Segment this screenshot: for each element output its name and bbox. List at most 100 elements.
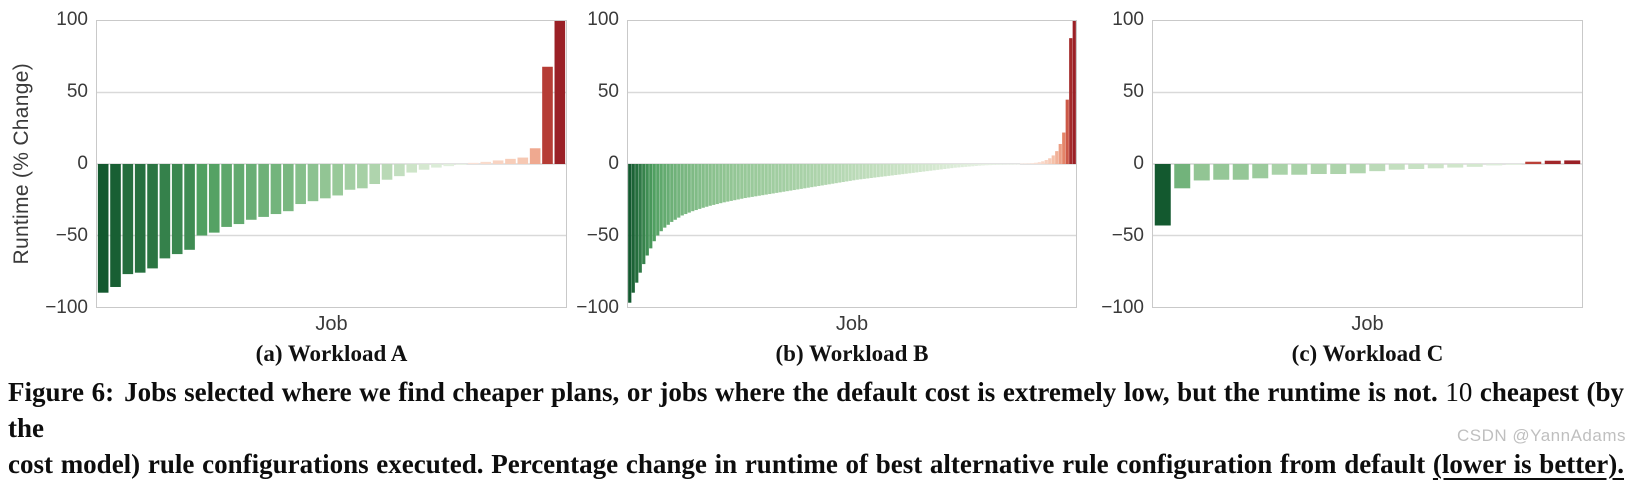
bar — [233, 164, 245, 225]
bar — [810, 164, 814, 188]
bar — [1069, 38, 1073, 164]
bar — [761, 164, 765, 196]
bar — [656, 164, 660, 236]
bar — [1525, 161, 1542, 164]
bar — [684, 164, 688, 215]
bar — [722, 164, 726, 203]
y-tick-label: −100 — [45, 297, 88, 318]
bar — [768, 164, 772, 195]
bar — [701, 164, 705, 208]
bar — [1048, 158, 1052, 164]
bar — [953, 164, 957, 168]
y-tick-label: 0 — [608, 153, 619, 174]
bar — [778, 164, 782, 193]
bar — [827, 164, 831, 185]
bar — [455, 164, 467, 166]
y-axis-ticks-a: 100 50 0 −50 −100 — [44, 10, 96, 318]
bar — [1006, 164, 1010, 165]
bar — [995, 164, 999, 165]
bar — [999, 164, 1003, 165]
bar — [381, 164, 393, 180]
y-tick-label: 100 — [587, 9, 619, 30]
caption-text-1a: Jobs selected where we find cheaper plan… — [124, 377, 1446, 407]
bar — [1193, 164, 1210, 181]
bar — [841, 164, 845, 183]
bar — [1388, 164, 1405, 170]
bar-chart-1 — [628, 21, 1076, 303]
y-tick-label: −100 — [1101, 297, 1144, 318]
bar — [673, 164, 677, 220]
bar — [740, 164, 744, 199]
bar — [873, 164, 877, 178]
bar — [687, 164, 691, 213]
bar — [897, 164, 901, 175]
bar — [848, 164, 852, 181]
bar — [1041, 161, 1045, 164]
bar — [803, 164, 807, 189]
bar — [883, 164, 887, 177]
bar — [705, 164, 709, 207]
bar — [1271, 164, 1288, 175]
bar — [862, 164, 866, 179]
bar — [542, 66, 553, 164]
bar — [221, 164, 232, 227]
bar — [1016, 164, 1020, 165]
bar — [159, 164, 171, 259]
plot-area-workload-a — [96, 20, 567, 308]
bar — [901, 164, 905, 175]
bar — [985, 164, 989, 166]
bar — [743, 164, 747, 199]
bar — [960, 164, 964, 168]
bar — [929, 164, 933, 171]
bar — [1037, 162, 1041, 164]
y-axis-title-column: Runtime (% Change) — [0, 20, 44, 308]
bar — [1544, 160, 1561, 164]
bar — [974, 164, 978, 167]
bar — [834, 164, 838, 184]
bar — [715, 164, 719, 205]
bar — [406, 164, 418, 173]
bar — [943, 164, 947, 170]
bar — [957, 164, 961, 168]
bar — [939, 164, 943, 170]
bar — [171, 164, 183, 255]
bar — [134, 164, 146, 273]
bar — [950, 164, 954, 169]
bar — [663, 164, 667, 228]
bar — [1232, 164, 1249, 180]
y-tick-label: −50 — [1111, 225, 1144, 246]
bar — [431, 164, 442, 168]
bar — [492, 160, 504, 164]
bar — [932, 164, 936, 171]
bar — [1027, 163, 1031, 164]
caption-underlined-phrase: (lower is better). — [1432, 449, 1625, 479]
bar — [184, 164, 195, 250]
bar — [904, 164, 908, 174]
bar — [824, 164, 828, 185]
bar — [736, 164, 740, 200]
panel-workload-a: 100 50 0 −50 −100 Job (a) Workload A — [44, 10, 567, 367]
bar — [1447, 164, 1464, 168]
bar — [122, 164, 134, 275]
bar — [981, 164, 985, 166]
plot-column-b: Job (b) Workload B — [627, 20, 1077, 367]
bar — [894, 164, 898, 176]
bar — [1062, 132, 1066, 164]
bar — [729, 164, 733, 201]
y-tick-label: 100 — [1112, 9, 1144, 30]
bar — [295, 164, 306, 205]
bar — [911, 164, 915, 173]
bar — [694, 164, 698, 211]
bar — [708, 164, 712, 206]
bar — [782, 164, 786, 192]
y-tick-label: 50 — [1122, 81, 1144, 102]
y-tick-label: −100 — [576, 297, 619, 318]
bar — [196, 164, 208, 236]
bar — [369, 164, 381, 185]
bar — [1065, 99, 1069, 164]
caption-text-1b: cheapest (by the — [8, 377, 1624, 443]
bar — [1174, 164, 1191, 189]
bar — [245, 164, 257, 220]
bar — [712, 164, 716, 205]
bar — [1051, 155, 1055, 164]
